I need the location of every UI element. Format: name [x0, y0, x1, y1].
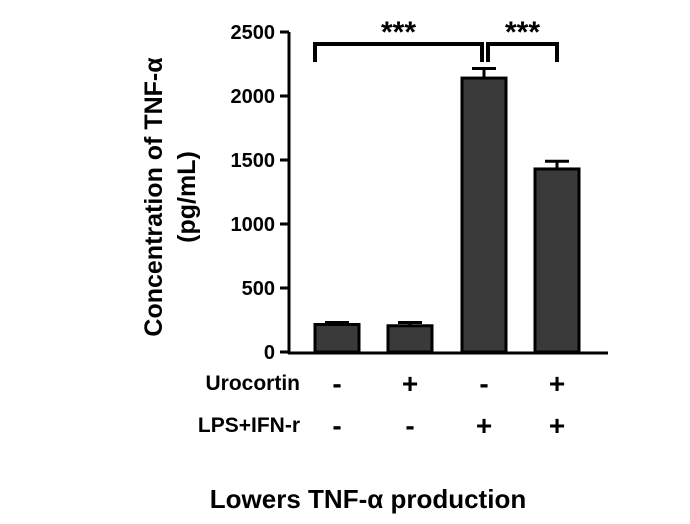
bar-1 — [313, 322, 361, 354]
significance-bracket-1 — [313, 42, 484, 62]
y-tick-label: 2000 — [231, 86, 276, 108]
factor-sign: - — [479, 368, 488, 399]
factor-sign: - — [332, 368, 341, 399]
y-tick-label: 1500 — [231, 150, 276, 172]
y-ticks: 0 500 1000 1500 2000 2500 — [231, 22, 289, 364]
caption: Lowers TNF-α production — [210, 484, 526, 514]
bars — [313, 66, 581, 354]
significance-label-1: *** — [381, 16, 416, 49]
factor-sign: - — [332, 410, 341, 441]
significance-brackets: *** *** — [313, 16, 559, 62]
y-axis-label-line2: (pg/mL) — [173, 151, 201, 243]
factor-sign: + — [402, 368, 418, 399]
factor-label-2: LPS+IFN-r — [198, 414, 300, 437]
factor-sign: + — [476, 410, 492, 441]
factor-sign: + — [549, 368, 565, 399]
y-axis-label-line1: Concentration of TNF-α — [140, 57, 168, 337]
y-tick-label: 1000 — [231, 214, 276, 236]
significance-label-2: *** — [505, 16, 540, 49]
y-tick-label: 500 — [242, 278, 275, 300]
factor-table: Urocortin - + - + LPS+IFN-r - - + + — [198, 368, 565, 441]
bar-3 — [460, 76, 508, 354]
factor-sign: + — [549, 410, 565, 441]
factor-sign: - — [405, 410, 414, 441]
y-tick-label: 0 — [264, 342, 275, 364]
bar-2 — [386, 324, 434, 354]
factor-label-1: Urocortin — [206, 372, 301, 395]
significance-bracket-2 — [486, 42, 559, 62]
y-tick-label: 2500 — [231, 22, 276, 44]
bar-4 — [533, 167, 581, 354]
